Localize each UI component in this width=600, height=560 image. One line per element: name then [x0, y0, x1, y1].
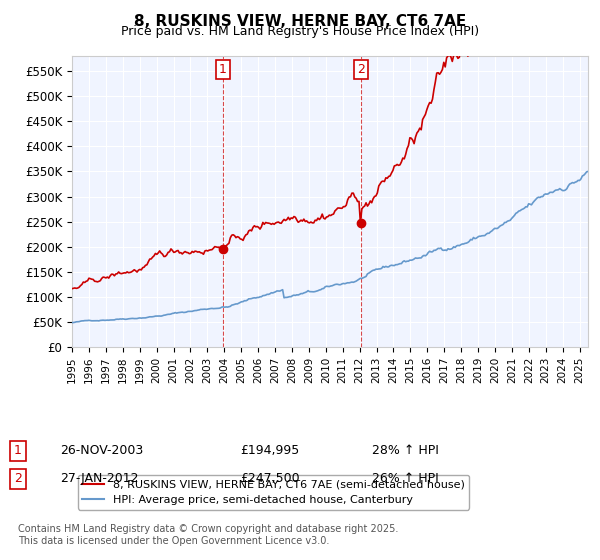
Text: 27-JAN-2012: 27-JAN-2012	[60, 472, 139, 486]
Text: 1: 1	[14, 444, 22, 458]
Text: 2: 2	[357, 63, 365, 76]
Text: £247,500: £247,500	[240, 472, 299, 486]
Text: Price paid vs. HM Land Registry's House Price Index (HPI): Price paid vs. HM Land Registry's House …	[121, 25, 479, 38]
Text: 1: 1	[218, 63, 227, 76]
Text: £194,995: £194,995	[240, 444, 299, 458]
Text: 2: 2	[14, 472, 22, 486]
Legend: 8, RUSKINS VIEW, HERNE BAY, CT6 7AE (semi-detached house), HPI: Average price, s: 8, RUSKINS VIEW, HERNE BAY, CT6 7AE (sem…	[77, 475, 469, 510]
Text: Contains HM Land Registry data © Crown copyright and database right 2025.
This d: Contains HM Land Registry data © Crown c…	[18, 524, 398, 546]
Text: 28% ↑ HPI: 28% ↑ HPI	[372, 444, 439, 458]
Text: 26-NOV-2003: 26-NOV-2003	[60, 444, 143, 458]
Text: 26% ↑ HPI: 26% ↑ HPI	[372, 472, 439, 486]
Text: 8, RUSKINS VIEW, HERNE BAY, CT6 7AE: 8, RUSKINS VIEW, HERNE BAY, CT6 7AE	[134, 14, 466, 29]
